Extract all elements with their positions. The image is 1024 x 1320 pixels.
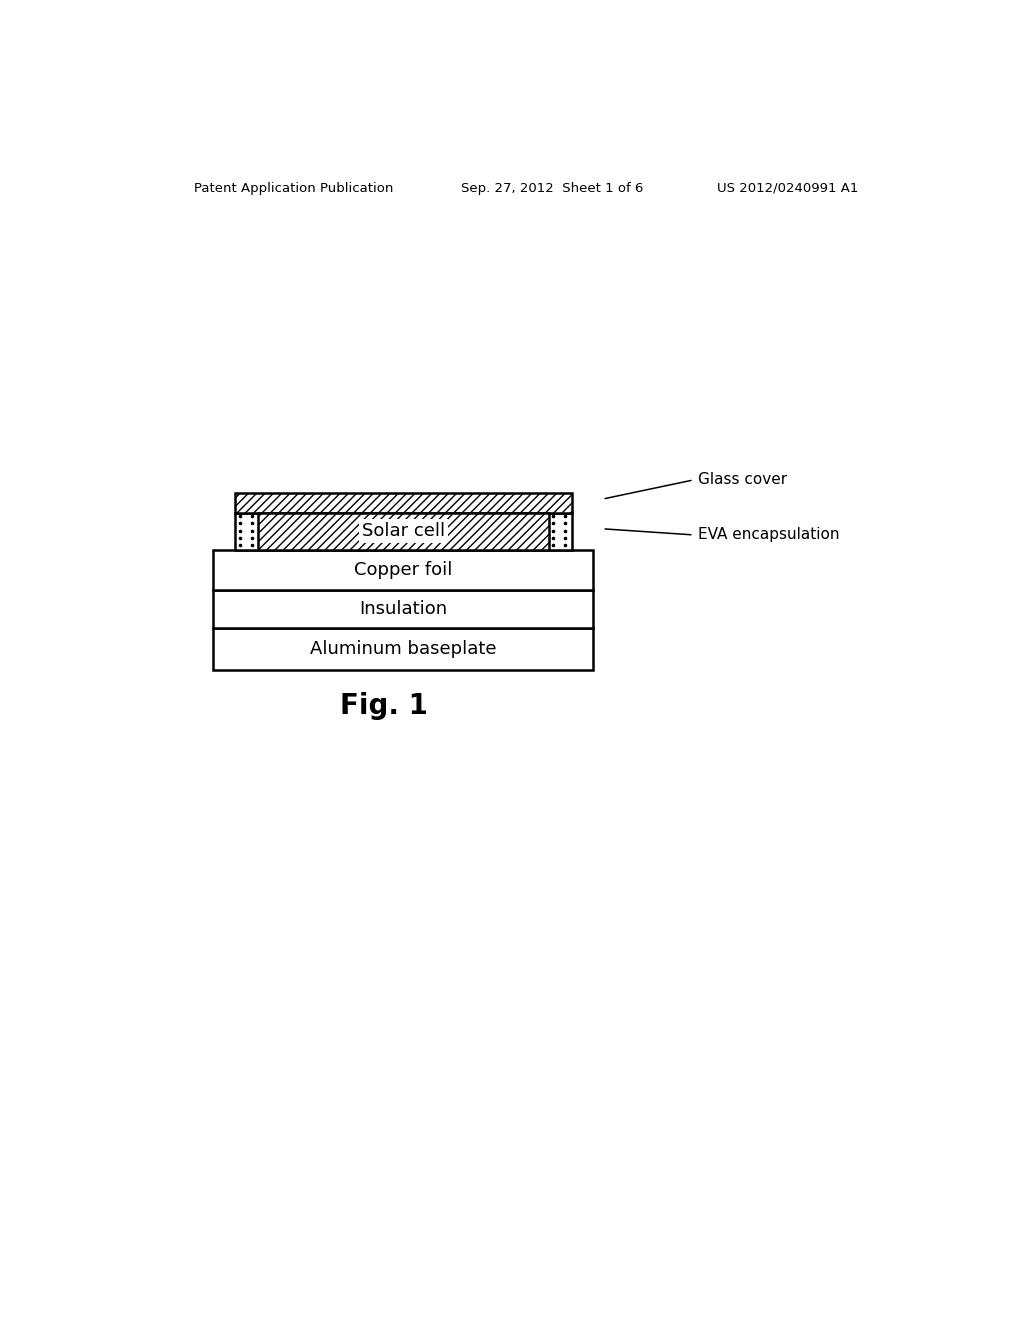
Text: Glass cover: Glass cover (697, 473, 786, 487)
Text: US 2012/0240991 A1: US 2012/0240991 A1 (717, 182, 858, 194)
Text: Insulation: Insulation (359, 599, 447, 618)
Bar (234, 494, 572, 512)
Bar (258, 512, 549, 549)
Bar (234, 512, 572, 549)
Bar (258, 512, 549, 549)
Text: Copper foil: Copper foil (354, 561, 453, 578)
Bar (213, 549, 593, 590)
Text: Patent Application Publication: Patent Application Publication (194, 182, 393, 194)
Text: Fig. 1: Fig. 1 (340, 692, 428, 719)
Bar (213, 628, 593, 671)
Bar (213, 590, 593, 628)
Text: EVA encapsulation: EVA encapsulation (697, 528, 839, 543)
Text: Aluminum baseplate: Aluminum baseplate (310, 640, 497, 659)
Text: Solar cell: Solar cell (361, 523, 445, 540)
Bar (234, 494, 572, 512)
Text: Sep. 27, 2012  Sheet 1 of 6: Sep. 27, 2012 Sheet 1 of 6 (461, 182, 644, 194)
